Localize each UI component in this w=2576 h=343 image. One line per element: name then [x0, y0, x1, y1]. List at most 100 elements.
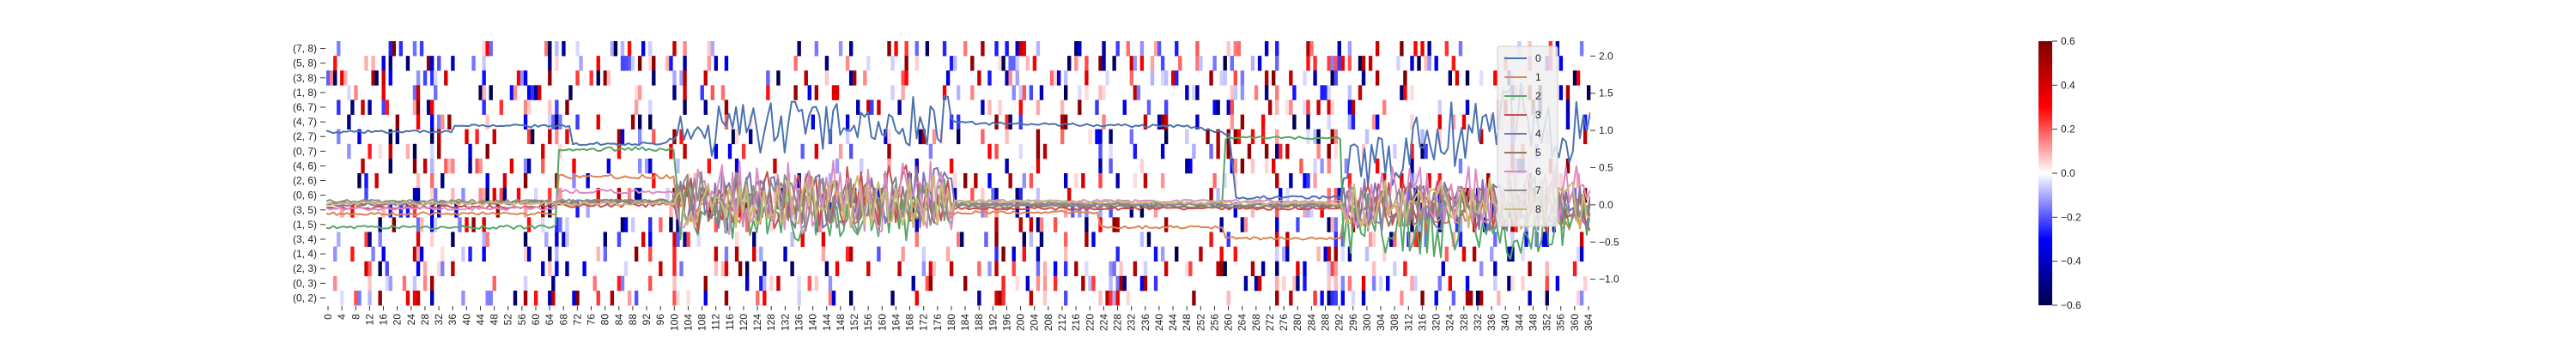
- heatmap-cell: [776, 70, 781, 86]
- heatmap-cell: [538, 85, 542, 100]
- heatmap-cell: [1320, 85, 1324, 100]
- heatmap-cell: [1327, 261, 1331, 277]
- heatmap-cell: [398, 41, 404, 57]
- heatmap-cell: [412, 202, 417, 218]
- heatmap-cell: [932, 261, 937, 277]
- heatmap-cell: [381, 56, 386, 71]
- heatmap-cell: [623, 56, 629, 71]
- heatmap-cell: [555, 56, 559, 71]
- heatmap-cell: [1528, 290, 1532, 306]
- heatmap-cell: [1558, 85, 1564, 100]
- heatmap-cell: [942, 41, 947, 57]
- heatmap-x-tick-label: 100: [668, 314, 680, 331]
- heatmap-x-tick-labels: 0 4 8 12 16 20 24 28 32 36 40 44 48 52 56 60 64 68 72 76 80 8…: [322, 306, 1595, 331]
- heatmap-x-tick-label: 112: [710, 314, 722, 330]
- heatmap-cell: [1413, 41, 1418, 57]
- heatmap-cell: [1358, 56, 1363, 71]
- heatmap-cell: [1088, 129, 1092, 145]
- heatmap-cell: [1279, 143, 1283, 159]
- heatmap-cell: [1347, 173, 1352, 189]
- heatmap-cell: [797, 41, 801, 57]
- heatmap-cell: [330, 70, 334, 86]
- heatmap-cell: [1437, 114, 1442, 130]
- heatmap-cell: [1212, 173, 1217, 189]
- heatmap-cell: [1078, 41, 1082, 57]
- heatmap-cell: [1233, 41, 1237, 57]
- heatmap-cell: [1285, 246, 1290, 262]
- heatmap-cell: [1219, 70, 1224, 86]
- heatmap-cell: [364, 188, 368, 203]
- heatmap-cell: [672, 290, 677, 306]
- heatmap-cell: [838, 143, 843, 159]
- heatmap-cell: [478, 158, 483, 174]
- heatmap-cell: [1400, 41, 1404, 57]
- heatmap-cell: [1400, 85, 1404, 100]
- heatmap-cell: [1320, 158, 1324, 174]
- heatmap-cell: [672, 246, 677, 262]
- legend-label-6: 6: [1535, 165, 1541, 178]
- heatmap-cell: [1545, 232, 1549, 247]
- heatmap-cell: [901, 246, 905, 262]
- heatmap-cell: [381, 246, 386, 262]
- heatmap-cell: [914, 217, 919, 232]
- heatmap-cell: [1064, 202, 1068, 218]
- heatmap-cell: [1437, 275, 1442, 292]
- heatmap-cell: [544, 41, 549, 57]
- heatmap-cell: [1209, 232, 1213, 247]
- heatmap-cell: [1313, 158, 1317, 174]
- heatmap-cell: [773, 158, 777, 174]
- heatmap-x-tick-label: 328: [1458, 314, 1470, 331]
- heatmap-cell: [807, 275, 811, 292]
- heatmap-cell: [932, 129, 937, 145]
- heatmap-cell: [1240, 85, 1245, 100]
- heatmap-cell: [1053, 70, 1058, 86]
- heatmap-cell: [1025, 202, 1030, 218]
- heatmap-cell: [914, 232, 919, 247]
- heatmap-cell: [1279, 188, 1283, 203]
- heatmap-cell: [447, 158, 452, 174]
- heatmap-cell: [1136, 85, 1141, 100]
- heatmap-cell: [835, 158, 840, 174]
- heatmap-x-tick-label: 268: [1250, 314, 1262, 331]
- heatmap-cell: [887, 143, 891, 159]
- heatmap-cell: [749, 129, 753, 145]
- heatmap-x-tick-label: 104: [682, 314, 694, 331]
- heatmap-cell: [1112, 56, 1116, 71]
- heatmap-cell: [1347, 275, 1352, 292]
- heatmap-cell: [1001, 275, 1005, 292]
- heatmap-cell: [422, 261, 428, 277]
- heatmap-cell: [1122, 275, 1127, 292]
- heatmap-cell: [1175, 70, 1179, 86]
- heatmap-cell: [451, 261, 455, 277]
- heatmap-cell: [610, 41, 615, 57]
- heatmap-cell: [665, 188, 670, 203]
- heatmap-cell: [429, 56, 434, 71]
- heatmap-cell: [1303, 261, 1307, 277]
- heatmap-cell: [1361, 290, 1366, 306]
- heatmap-cell: [575, 70, 580, 86]
- heatmap-cell: [347, 114, 351, 130]
- heatmap-cell: [1545, 290, 1549, 306]
- heatmap-cell: [1479, 290, 1484, 306]
- legend: 0 1 2 3 4 5 6 7 8: [1497, 45, 1558, 227]
- heatmap-cell: [928, 261, 933, 277]
- heatmap-cell: [894, 41, 898, 57]
- heatmap-cell: [714, 246, 719, 262]
- heatmap-cell: [548, 56, 552, 71]
- heatmap-cell: [1056, 70, 1061, 86]
- heatmap-x-tick-label: 288: [1319, 314, 1331, 331]
- heatmap-cell: [412, 246, 417, 262]
- heatmap-cell: [1236, 129, 1242, 145]
- heatmap-cell: [1275, 275, 1279, 292]
- heatmap-cell: [1410, 114, 1414, 130]
- heatmap-cell: [437, 114, 441, 130]
- heatmap-cell: [589, 70, 593, 86]
- heatmap-cell: [1364, 129, 1370, 145]
- heatmap-x-tick-label: 80: [599, 314, 611, 326]
- heatmap-cell: [541, 143, 545, 159]
- heatmap-cell: [361, 99, 365, 115]
- heatmap-cell: [648, 99, 653, 115]
- heatmap-cell: [1129, 202, 1134, 218]
- heatmap-cell: [994, 143, 999, 159]
- heatmap-cell: [1160, 114, 1165, 130]
